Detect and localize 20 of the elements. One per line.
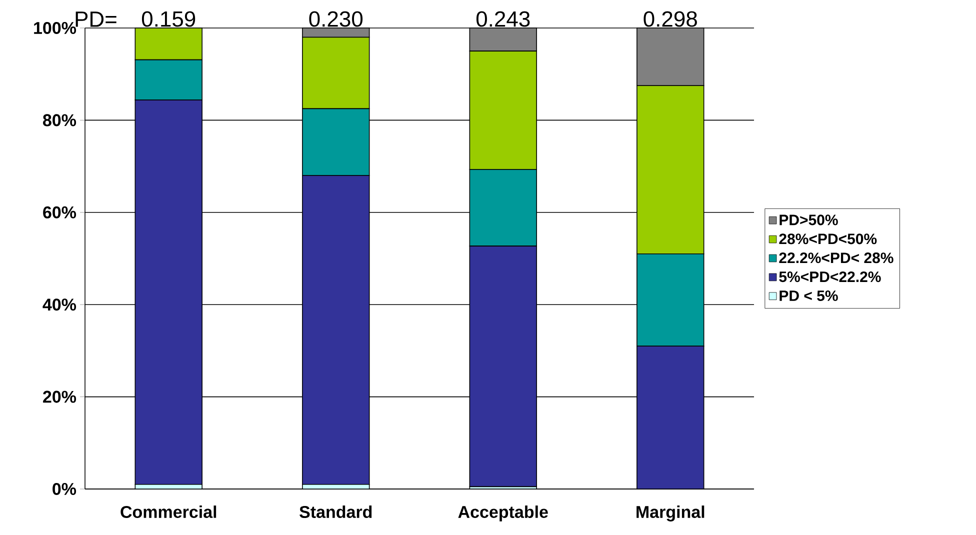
y-tick-label: 80% [43, 114, 76, 126]
x-tick-label: Acceptable [458, 506, 548, 522]
text: 0.159 [142, 11, 196, 27]
legend-label: 22.2%<PD< 28% [779, 252, 894, 264]
text: PD= [76, 12, 116, 27]
legend-label: PD < 5% [780, 290, 838, 302]
text: 0.243 [476, 11, 530, 27]
legend-label: 28%<PD<50% [779, 234, 877, 244]
x-tick-label: Commercial [120, 506, 216, 518]
text: 0.298 [644, 11, 697, 27]
x-tick-label: Standard [300, 506, 372, 518]
x-tick-label: Marginal [636, 506, 704, 522]
y-tick-label: 0% [52, 482, 76, 496]
y-tick-label: 40% [42, 298, 76, 311]
y-tick-label: 60% [43, 206, 76, 218]
legend-label: PD>50% [780, 214, 838, 226]
y-tick-label: 20% [43, 390, 76, 403]
y-tick-label: 100% [34, 22, 76, 34]
legend-label: 5%<PD<22.2% [779, 271, 881, 282]
text: 0.230 [309, 11, 363, 27]
